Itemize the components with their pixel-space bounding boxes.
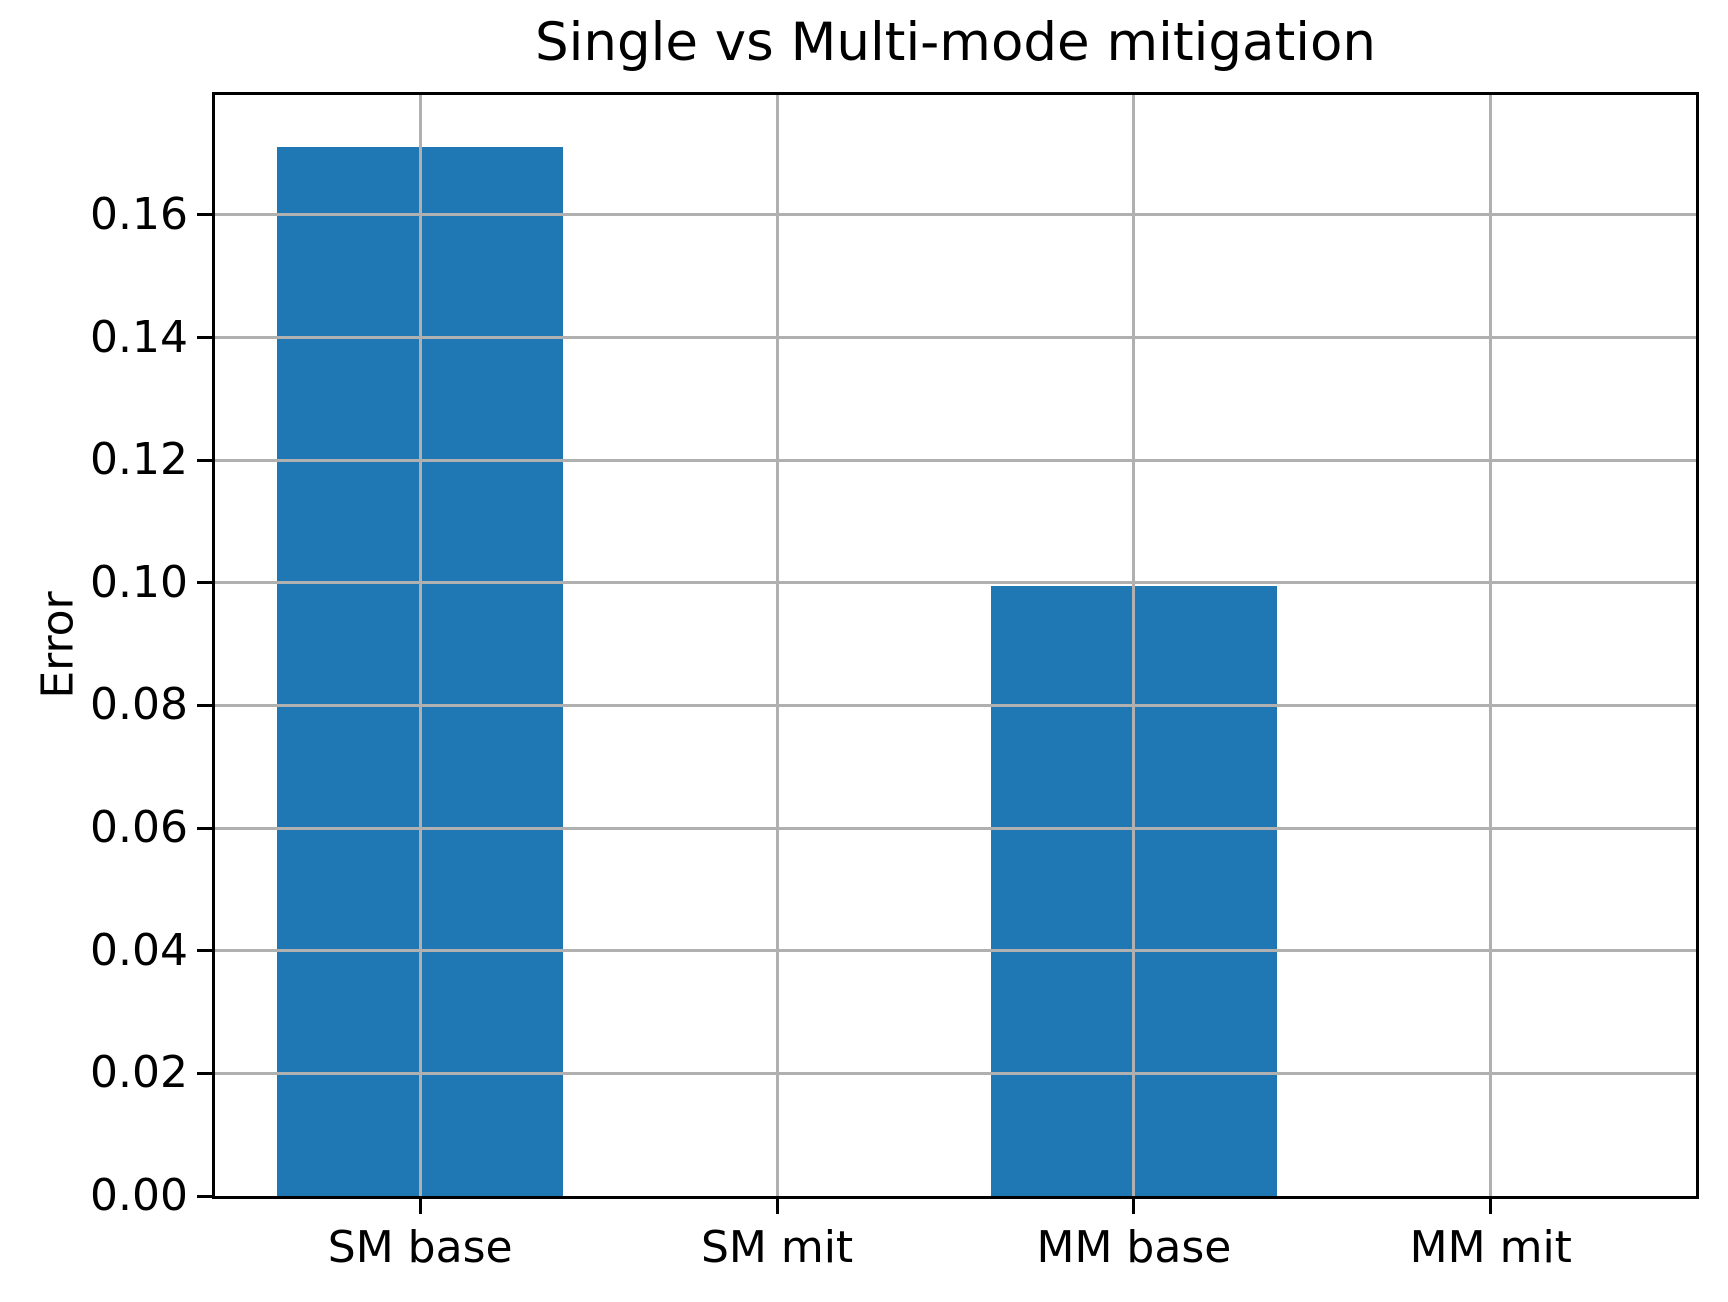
- y-tick-mark: [197, 1194, 212, 1198]
- x-tick-label-mm-mit: MM mit: [1409, 1222, 1572, 1273]
- y-tick-mark: [197, 949, 212, 953]
- x-tick-label-mm-base: MM base: [1036, 1222, 1232, 1273]
- gridline-horizontal: [215, 581, 1696, 585]
- gridline-vertical: [1489, 95, 1493, 1196]
- x-tick-mark: [418, 1199, 422, 1214]
- y-tick-label: 0.16: [90, 188, 188, 240]
- gridline-horizontal: [215, 458, 1696, 462]
- gridline-vertical: [1132, 95, 1136, 1196]
- y-tick-label: 0.12: [90, 434, 188, 486]
- x-tick-label-sm-base: SM base: [327, 1222, 513, 1273]
- y-tick-mark: [197, 336, 212, 340]
- gridline-horizontal: [215, 826, 1696, 830]
- gridline-vertical: [418, 95, 422, 1196]
- y-tick-label: 0.02: [90, 1047, 188, 1099]
- y-tick-label: 0.06: [90, 802, 188, 854]
- gridline-horizontal: [215, 213, 1696, 217]
- x-tick-label-sm-mit: SM mit: [700, 1222, 854, 1273]
- y-tick-label: 0.08: [90, 679, 188, 731]
- x-tick-mark: [1132, 1199, 1136, 1214]
- gridline-horizontal: [215, 703, 1696, 707]
- x-tick-mark: [1489, 1199, 1493, 1214]
- y-tick-mark: [197, 703, 212, 707]
- chart-title: Single vs Multi-mode mitigation: [535, 12, 1376, 73]
- y-tick-mark: [197, 1071, 212, 1075]
- y-tick-mark: [197, 458, 212, 462]
- y-tick-label: 0.04: [90, 924, 188, 976]
- y-tick-label: 0.00: [90, 1170, 188, 1221]
- gridline-horizontal: [215, 949, 1696, 953]
- y-tick-mark: [197, 213, 212, 217]
- gridline-horizontal: [215, 336, 1696, 340]
- y-tick-mark: [197, 826, 212, 830]
- y-tick-label: 0.10: [90, 556, 188, 608]
- y-tick-label: 0.14: [90, 311, 188, 363]
- gridline-horizontal: [215, 1071, 1696, 1075]
- y-tick-mark: [197, 581, 212, 585]
- plot-area: [212, 92, 1699, 1199]
- gridline-vertical: [775, 95, 779, 1196]
- x-tick-mark: [775, 1199, 779, 1214]
